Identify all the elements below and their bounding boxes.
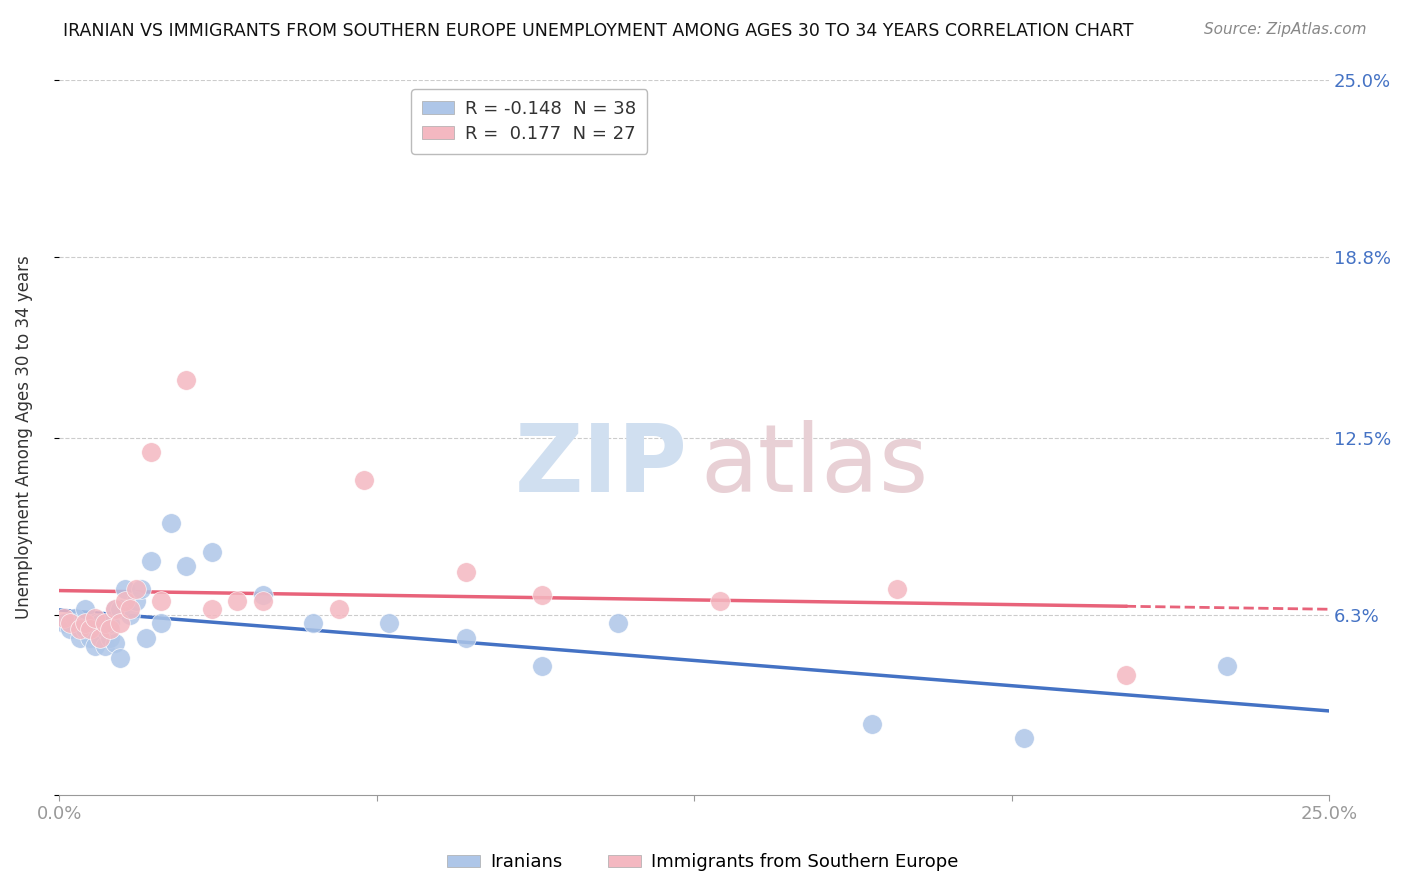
Text: Source: ZipAtlas.com: Source: ZipAtlas.com (1204, 22, 1367, 37)
Point (104, 636, 127, 650)
Point (302, 616, 325, 631)
Point (114, 593, 136, 607)
Point (58, 616, 80, 631)
Point (1012, 731, 1035, 745)
Point (94, 616, 117, 631)
Point (120, 607, 142, 622)
Point (328, 602, 350, 616)
Point (201, 545, 224, 559)
Point (176, 559, 198, 574)
Point (378, 616, 401, 631)
Point (252, 588, 274, 602)
Text: atlas: atlas (700, 420, 929, 512)
Point (149, 616, 172, 631)
Point (53, 611, 76, 625)
Point (226, 593, 249, 607)
Point (79, 622, 101, 636)
Point (94, 640, 117, 654)
Point (176, 373, 198, 387)
Point (124, 593, 146, 607)
Point (94, 622, 117, 636)
Point (89, 616, 111, 631)
Point (73, 602, 96, 616)
Point (709, 593, 731, 607)
Point (89, 631, 111, 645)
Point (104, 602, 127, 616)
Point (129, 582, 152, 596)
Point (860, 716, 883, 731)
Point (139, 445, 162, 459)
Point (1216, 659, 1239, 673)
Point (98, 631, 121, 645)
Point (98, 622, 121, 636)
Legend: Iranians, Immigrants from Southern Europe: Iranians, Immigrants from Southern Europ… (440, 847, 966, 879)
Point (84, 640, 107, 654)
Point (120, 602, 142, 616)
Point (454, 631, 477, 645)
Point (84, 616, 107, 631)
Point (58, 622, 80, 636)
Point (110, 616, 132, 631)
Text: IRANIAN VS IMMIGRANTS FROM SOUTHERN EUROPE UNEMPLOYMENT AMONG AGES 30 TO 34 YEAR: IRANIAN VS IMMIGRANTS FROM SOUTHERN EURO… (63, 22, 1133, 40)
Point (110, 602, 132, 616)
Point (69, 631, 91, 645)
Point (73, 622, 96, 636)
Point (84, 611, 107, 625)
Point (79, 631, 101, 645)
Point (139, 553, 162, 567)
Point (530, 659, 553, 673)
Point (607, 616, 630, 631)
Y-axis label: Unemployment Among Ages 30 to 34 years: Unemployment Among Ages 30 to 34 years (15, 256, 32, 619)
Point (114, 582, 136, 596)
Point (98, 616, 121, 631)
Point (69, 622, 91, 636)
Point (201, 602, 224, 616)
Point (530, 588, 553, 602)
Point (104, 602, 127, 616)
Point (353, 474, 375, 488)
Point (110, 650, 132, 665)
Point (124, 582, 146, 596)
Point (1115, 668, 1137, 682)
Point (454, 565, 477, 579)
Legend: R = -0.148  N = 38, R =  0.177  N = 27: R = -0.148 N = 38, R = 0.177 N = 27 (411, 89, 647, 154)
Point (149, 593, 172, 607)
Point (160, 516, 183, 531)
Point (252, 593, 274, 607)
Point (89, 631, 111, 645)
Point (135, 631, 157, 645)
Point (886, 582, 908, 596)
Point (73, 616, 96, 631)
Point (63, 611, 86, 625)
Text: ZIP: ZIP (515, 420, 688, 512)
Point (53, 616, 76, 631)
